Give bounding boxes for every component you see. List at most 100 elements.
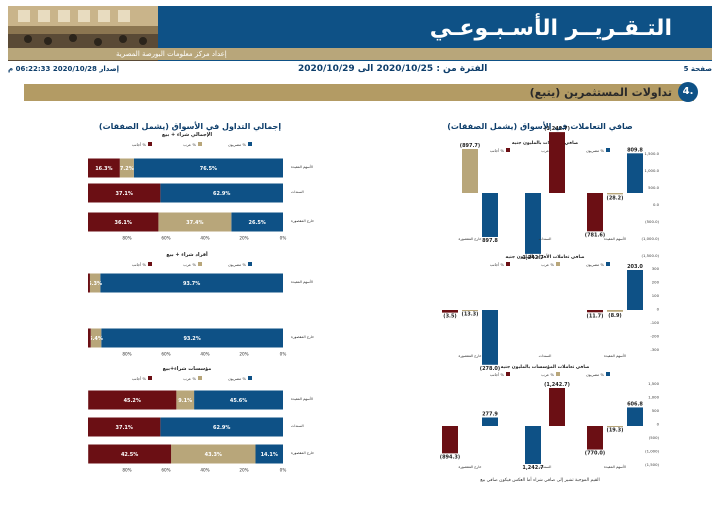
bar — [482, 193, 498, 237]
report-title: التـقـريــر الأسـبـوعـي — [429, 16, 672, 41]
legend-label: مصريون % — [228, 262, 246, 267]
x-tick-label: 20% — [239, 352, 248, 357]
bar — [525, 426, 541, 464]
category-label: الأسهم المقيدة — [291, 396, 313, 401]
data-label: 897.8 — [482, 238, 498, 244]
category-label: السندات — [291, 190, 304, 194]
bar-segment — [231, 212, 283, 232]
report-period: الفترة من : 2020/10/25 الى 2020/10/29 — [298, 64, 488, 74]
legend-swatch — [606, 372, 610, 376]
legend-label: عرب % — [541, 372, 554, 377]
y-tick-label: (1,500) — [645, 462, 659, 467]
bar-segment — [88, 444, 172, 464]
bar-segment — [171, 444, 256, 464]
data-label: (19.3) — [607, 428, 624, 434]
data-label: 26.5% — [248, 220, 265, 226]
legend-swatch — [248, 262, 252, 266]
data-label: 42.5% — [121, 452, 138, 458]
right-pane-title: صافي التعاملات في الأسواق (يشمل الصفقات) — [447, 122, 633, 131]
category-label: خارج المقصورة — [291, 219, 314, 223]
bar-segment — [90, 328, 102, 348]
legend-swatch — [148, 262, 152, 266]
legend-swatch — [198, 376, 202, 380]
legend-swatch — [198, 142, 202, 146]
bar-segment — [88, 328, 91, 348]
data-label: 606.8 — [627, 401, 643, 407]
category-label: خارج المقصورة — [458, 354, 481, 358]
section-bar: 4. تداولات المستثمرين (يتبع) — [24, 82, 698, 102]
x-tick-label: 80% — [122, 236, 131, 241]
data-label: 1,242.7 — [522, 255, 544, 261]
bar-segment — [158, 212, 232, 232]
data-label: 62.9% — [213, 191, 230, 197]
y-tick-label: (1,000) — [645, 449, 659, 454]
bar — [525, 193, 541, 254]
y-tick-label: 200 — [652, 280, 660, 285]
bar-segment — [160, 417, 283, 437]
legend-swatch — [148, 142, 152, 146]
bar-segment — [119, 158, 134, 178]
info-line: صفحة 5 الفترة من : 2020/10/25 الى 2020/1… — [8, 64, 712, 76]
bar-segment — [160, 183, 283, 203]
subtitle-bar: إعداد مركز معلومات البورصة المصرية — [8, 48, 712, 60]
x-tick-label: 60% — [161, 236, 170, 241]
legend-label: مصريون % — [228, 142, 246, 147]
data-label: 93.7% — [183, 281, 200, 287]
bar-segment — [88, 417, 161, 437]
data-label: (8.9) — [608, 313, 621, 319]
trading-floor-photo — [8, 6, 158, 61]
bar — [627, 407, 643, 426]
category-label: الأسهم المقيدة — [604, 353, 626, 358]
category-label: السندات — [539, 465, 552, 469]
legend-label: عرب % — [183, 376, 196, 381]
left-pane-title: إجمالي التداول في الأسواق (يشمل الصفقات) — [98, 122, 282, 131]
data-label: 7.2% — [120, 166, 134, 172]
data-label: 37.1% — [115, 425, 132, 431]
legend-swatch — [506, 262, 510, 266]
y-tick-label: (500.0) — [645, 219, 659, 224]
data-label: (897.7) — [460, 143, 480, 149]
x-tick-label: 0% — [280, 352, 287, 357]
legend-label: أجانب % — [132, 376, 147, 381]
data-label: 9.1% — [178, 398, 192, 404]
category-label: الأسهم المقيدة — [604, 464, 626, 469]
x-tick-label: 20% — [239, 236, 248, 241]
x-tick-label: 80% — [122, 468, 131, 473]
data-label: 37.4% — [186, 220, 203, 226]
bar-segment — [194, 390, 283, 410]
y-tick-label: (500) — [649, 435, 660, 440]
data-label: 43.3% — [205, 452, 222, 458]
legend-swatch — [556, 262, 560, 266]
x-tick-label: 40% — [200, 468, 209, 473]
y-tick-label: 500.0 — [648, 185, 659, 190]
bar-segment — [88, 183, 161, 203]
data-label: (13.3) — [462, 312, 479, 318]
bar — [462, 310, 478, 311]
legend-swatch — [556, 372, 560, 376]
footnote: القيم الموجبة تشير إلى صافي شراء أما الع… — [480, 478, 600, 483]
section-number: 4. — [678, 82, 698, 102]
data-label: 45.6% — [230, 398, 247, 404]
y-tick-label: 1,000.0 — [645, 168, 660, 173]
legend-label: مصريون % — [586, 148, 604, 153]
category-label: خارج المقصورة — [458, 465, 481, 469]
bar — [607, 310, 623, 312]
x-tick-label: 0% — [280, 468, 287, 473]
x-tick-label: 0% — [280, 236, 287, 241]
data-label: (781.6) — [585, 232, 605, 238]
bar — [607, 193, 623, 195]
y-tick-label: 1,500 — [648, 381, 659, 386]
x-tick-label: 60% — [161, 352, 170, 357]
x-tick-label: 40% — [200, 236, 209, 241]
data-label: 277.9 — [482, 412, 498, 418]
data-label: 5.3% — [88, 281, 102, 287]
category-label: خارج المقصورة — [291, 335, 314, 339]
trading-floor-illustration — [8, 6, 158, 61]
category-label: الأسهم المقيدة — [604, 236, 626, 241]
y-tick-label: 100 — [652, 293, 660, 298]
bar-segment — [101, 328, 283, 348]
legend-label: مصريون % — [228, 376, 246, 381]
chart-title: مؤسسات شراء+بيع — [163, 366, 212, 372]
bar-segment — [255, 444, 283, 464]
